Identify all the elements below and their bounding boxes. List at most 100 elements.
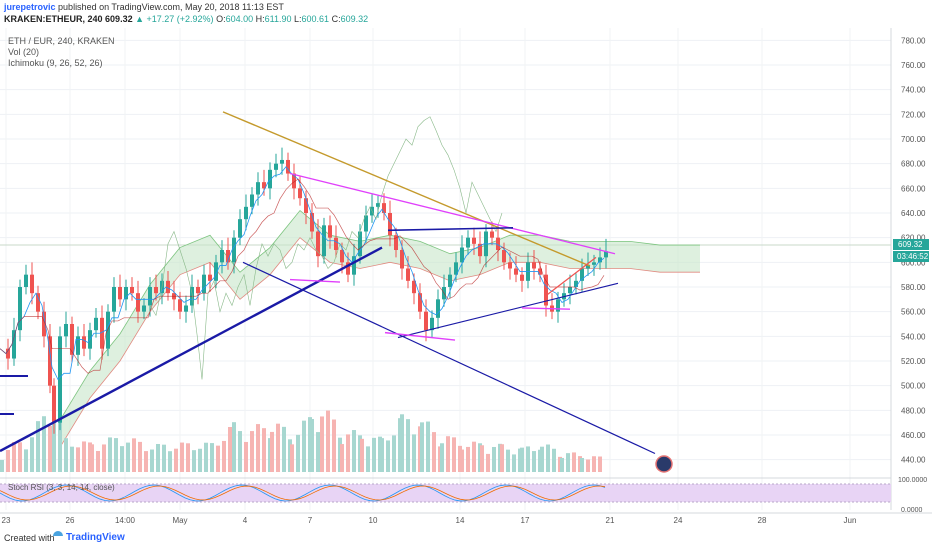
trendline-5 — [387, 227, 514, 232]
time-tick-4: 4 — [243, 516, 248, 525]
legend-pair[interactable]: ETH / EUR, 240, KRAKEN — [8, 36, 115, 46]
candle-body — [64, 324, 68, 337]
candle-body — [214, 262, 218, 281]
candle-body — [574, 280, 578, 287]
time-tick-9: 21 — [606, 516, 615, 525]
volume-bar — [58, 415, 62, 472]
volume-bar — [360, 438, 364, 472]
candle-body — [30, 274, 34, 294]
candle-body — [6, 348, 10, 359]
legend-ichimoku[interactable]: Ichimoku (9, 26, 52, 26) — [8, 58, 103, 68]
volume-bar — [82, 441, 86, 472]
volume-bar — [352, 430, 356, 472]
volume-bar — [216, 445, 220, 472]
price-tick-5: 540.00 — [901, 332, 926, 341]
candle-body — [496, 237, 500, 250]
last-price: 609.32 — [105, 14, 133, 24]
volume-bar — [18, 442, 22, 472]
volume-bar — [546, 444, 550, 472]
candle-body — [508, 262, 512, 269]
candle-body — [304, 198, 308, 213]
volume-bar — [90, 444, 94, 472]
candle-body — [136, 293, 140, 312]
candle-body — [502, 250, 506, 263]
volume-bar — [400, 414, 404, 472]
indicator-legend: ETH / EUR, 240, KRAKEN Vol (20) Ichimoku… — [8, 36, 115, 69]
candle-body — [292, 173, 296, 189]
candle-body — [406, 268, 410, 281]
candle-body — [274, 163, 278, 170]
volume-bar — [472, 441, 476, 472]
volume-bar — [24, 449, 28, 472]
time-tick-6: 10 — [369, 516, 378, 525]
candle-body — [448, 274, 452, 287]
time-tick-7: 14 — [456, 516, 465, 525]
volume-bars — [0, 410, 602, 472]
volume-bar — [452, 437, 456, 472]
time-tick-2: 14:00 — [115, 516, 136, 525]
candle-body — [24, 274, 28, 287]
volume-bar — [440, 443, 444, 472]
volume-bar — [150, 449, 154, 472]
stoch-k-line — [0, 484, 606, 502]
volume-bar — [326, 410, 330, 472]
price-tick-7: 580.00 — [901, 283, 926, 292]
volume-bar — [168, 451, 172, 472]
candle-body — [352, 256, 356, 275]
candle-body — [154, 287, 158, 294]
price-chart[interactable]: 440.00 460.00 480.00 500.00 520.00 540.00 560.… — [0, 26, 932, 528]
ichimoku-cloud — [59, 209, 700, 448]
last-price-badge-text: 609.32 — [898, 240, 923, 249]
price-tick-1: 460.00 — [901, 431, 926, 440]
candle-body — [394, 235, 398, 250]
senkou-b-line — [59, 237, 700, 448]
tradingview-logo[interactable]: TradingView — [53, 531, 125, 544]
trendline-3 — [289, 172, 616, 255]
trendline-6 — [289, 278, 341, 283]
volume-bar — [580, 458, 584, 472]
high-value: 611.90 — [264, 14, 292, 24]
volume-bar — [540, 446, 544, 472]
stoch-label: Stoch RSI (3, 3, 14, 14, close) — [8, 483, 115, 492]
candle-body — [592, 262, 596, 265]
candle-body — [280, 159, 284, 164]
volume-bar — [132, 438, 136, 472]
volume-bar — [592, 456, 596, 472]
trendlines — [0, 111, 673, 473]
price-tick-17: 780.00 — [901, 36, 926, 45]
author-name[interactable]: jurepetrovic — [4, 2, 56, 12]
cloud-area — [60, 210, 700, 448]
footer: Created with TradingView — [0, 528, 932, 550]
volume-bar — [256, 424, 260, 472]
candle-body — [18, 287, 22, 331]
candle-body — [208, 274, 212, 281]
volume-bar — [250, 431, 254, 472]
legend-volume[interactable]: Vol (20) — [8, 47, 40, 57]
volume-bar — [552, 448, 556, 472]
candle-body — [58, 336, 62, 423]
volume-bar — [70, 446, 74, 472]
candle-body — [376, 203, 380, 207]
price-badges: 609.32 03:46:52 — [893, 239, 929, 262]
volume-bar — [466, 446, 470, 472]
volume-bar — [222, 440, 226, 472]
tradingview-cloud-icon — [53, 531, 63, 544]
idea-marker-icon — [655, 455, 673, 473]
volume-bar — [76, 447, 80, 472]
candle-body — [334, 237, 338, 250]
time-tick-10: 24 — [674, 516, 683, 525]
volume-bar — [198, 448, 202, 472]
volume-bar — [380, 438, 384, 472]
grid-lines — [0, 28, 891, 510]
candle-body — [148, 287, 152, 306]
time-tick-11: 28 — [758, 516, 767, 525]
candle-body — [112, 287, 116, 312]
candle-body — [226, 250, 230, 263]
candle-body — [118, 287, 122, 300]
candle-body — [436, 299, 440, 318]
volume-bar — [210, 443, 214, 472]
candle-body — [490, 231, 494, 238]
candle-body — [124, 287, 128, 300]
price-tick-11: 660.00 — [901, 184, 926, 193]
price-tick-13: 700.00 — [901, 135, 926, 144]
